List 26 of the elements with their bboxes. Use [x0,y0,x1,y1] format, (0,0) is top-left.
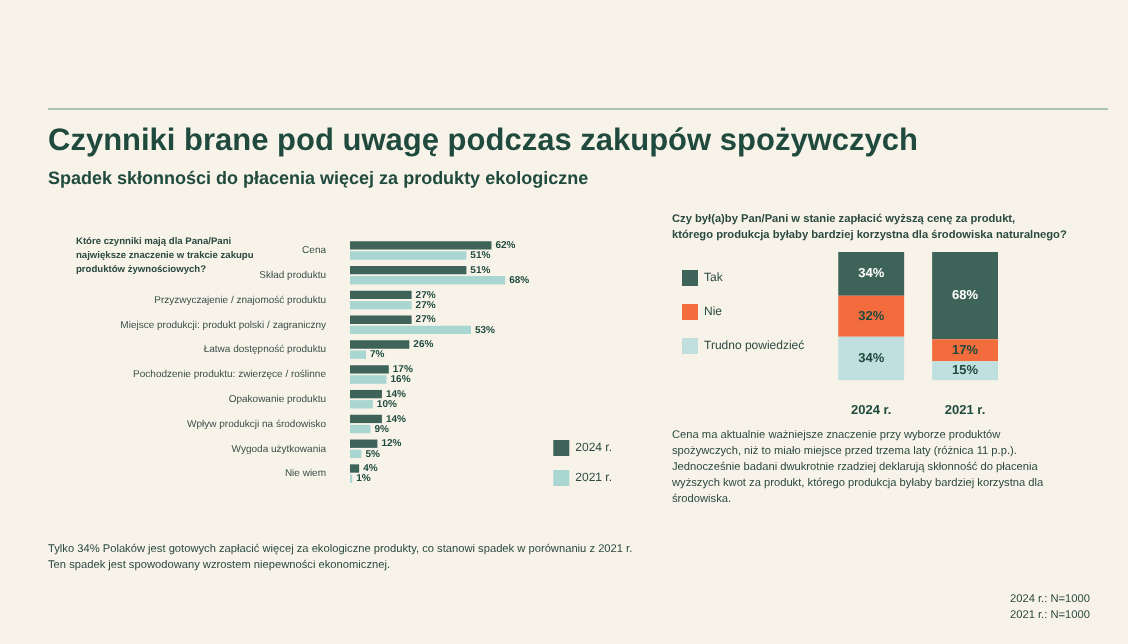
bar [350,315,412,324]
bar [350,439,378,448]
bar [350,365,389,374]
bar [350,400,373,409]
bar [350,290,412,300]
bar [350,424,371,434]
bar [350,375,387,384]
bar [838,295,905,337]
bar [350,251,467,260]
bar [350,340,410,349]
bar [350,449,362,459]
bar [350,300,412,310]
bar [350,276,506,285]
bar [350,350,366,359]
bar [350,464,360,473]
chart-subtitle: Spadek skłonności do płacenia więcej za produkty ekologiczne [48,168,589,188]
bar [932,252,999,340]
bar [932,339,999,362]
bar [838,252,905,296]
bar [350,389,382,399]
bar [838,336,905,381]
bar [350,414,382,424]
bar [350,241,492,250]
chart-title: Czynniki brane pod uwagę podczas zakupów spożywczych [48,108,1108,160]
bar [350,325,471,335]
bar [350,265,467,275]
